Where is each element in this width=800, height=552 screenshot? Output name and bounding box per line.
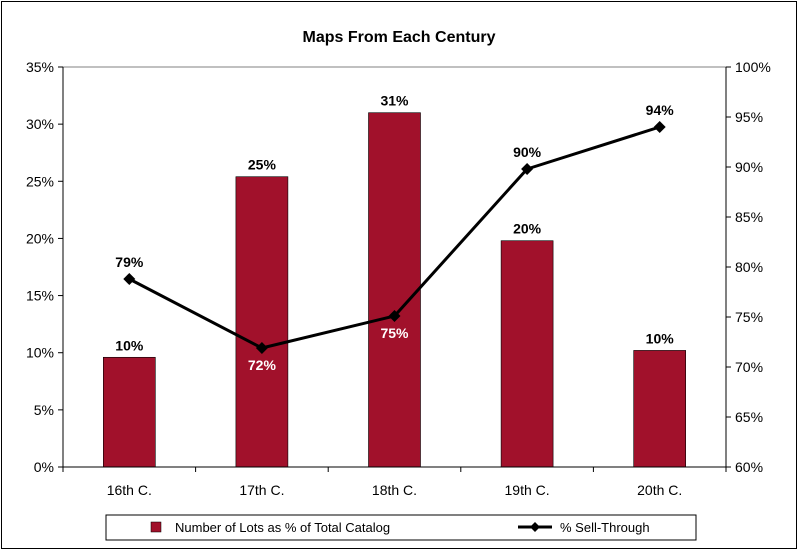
y-left-tick-label-2: 10%	[26, 345, 54, 361]
y-right-tick-label-6: 90%	[735, 159, 763, 175]
y-right-tick-label-1: 65%	[735, 409, 763, 425]
sell-through-marker-2	[388, 310, 401, 322]
legend-box	[105, 514, 697, 541]
sell-through-marker-0	[123, 273, 136, 285]
legend-bar-label: Number of Lots as % of Total Catalog	[175, 520, 390, 535]
bar-3	[500, 240, 554, 468]
x-tick-label-1: 17th C.	[239, 482, 284, 498]
bar-label-1: 25%	[248, 157, 277, 173]
y-left-tick-label-3: 15%	[26, 288, 54, 304]
bar-2	[368, 112, 421, 468]
sell-through-marker-1	[255, 342, 268, 354]
line-label-1: 72%	[248, 357, 277, 373]
legend-bar-swatch	[150, 521, 162, 533]
y-left-tick-label-6: 30%	[26, 116, 54, 132]
legend: Number of Lots as % of Total Catalog % S…	[105, 514, 697, 541]
line-label-3: 90%	[513, 144, 542, 160]
y-right-tick-label-8: 100%	[735, 59, 771, 75]
x-tick-label-3: 19th C.	[505, 482, 550, 498]
x-tick-label-0: 16th C.	[107, 482, 152, 498]
y-right-tick-label-0: 60%	[735, 459, 763, 475]
legend-line-marker	[530, 522, 540, 532]
labels-layer: 10% 25% 31% 20% 10% 79% 72% 75% 90% 94%	[115, 93, 674, 373]
bar-label-2: 31%	[380, 93, 409, 109]
x-tick-label-2: 18th C.	[372, 482, 417, 498]
y-left-tick-label-7: 35%	[26, 59, 54, 75]
line-layer	[123, 121, 666, 354]
line-label-2: 75%	[380, 325, 409, 341]
y-right-tick-label-4: 80%	[735, 259, 763, 275]
y-right-tick-label-7: 95%	[735, 109, 763, 125]
y-right-tick-label-3: 75%	[735, 309, 763, 325]
y-left-tick-label-4: 20%	[26, 230, 54, 246]
sell-through-marker-3	[521, 163, 534, 175]
y-left-tick-label-5: 25%	[26, 173, 54, 189]
legend-line-label: % Sell-Through	[560, 520, 650, 535]
chart-title: Maps From Each Century	[303, 29, 496, 46]
y-left-tick-label-0: 0%	[34, 459, 54, 475]
y-right-tick-label-5: 85%	[735, 209, 763, 225]
bar-label-3: 20%	[513, 221, 542, 237]
bars-layer	[103, 112, 687, 468]
y-right-tick-label-2: 70%	[735, 359, 763, 375]
bar-4	[633, 350, 687, 468]
line-label-4: 94%	[646, 102, 675, 118]
bar-1	[235, 176, 289, 468]
axes-layer: 0% 5% 10% 15% 20% 25% 30% 35% 60% 65% 70% 75% 80% 85%…	[26, 59, 771, 498]
x-tick-label-4: 20th C.	[637, 482, 682, 498]
bar-label-0: 10%	[115, 337, 144, 353]
sell-through-marker-4	[653, 121, 666, 133]
line-label-0: 79%	[115, 254, 144, 270]
bar-label-4: 10%	[646, 330, 675, 346]
bar-0	[103, 356, 156, 468]
y-left-tick-label-1: 5%	[34, 402, 54, 418]
